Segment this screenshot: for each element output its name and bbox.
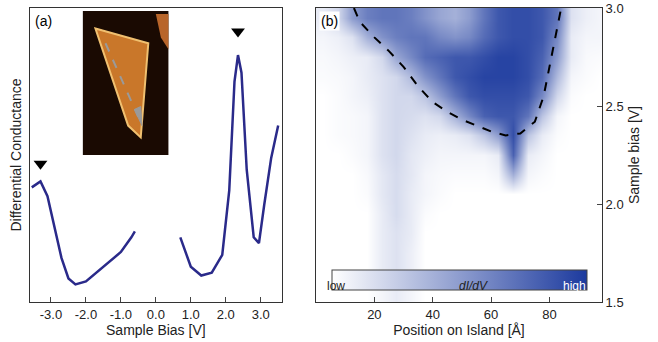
svg-text:2.0: 2.0 (606, 197, 624, 212)
svg-text:0.0: 0.0 (147, 307, 165, 322)
svg-text:dI/dV: dI/dV (459, 279, 488, 293)
svg-text:Differential Conductance: Differential Conductance (8, 78, 24, 231)
svg-text:3.0: 3.0 (252, 307, 270, 322)
svg-text:2.5: 2.5 (606, 99, 624, 114)
svg-text:80: 80 (542, 307, 556, 322)
svg-text:(a): (a) (35, 13, 52, 29)
svg-text:-2.0: -2.0 (75, 307, 97, 322)
svg-text:1.5: 1.5 (606, 295, 624, 310)
svg-text:3.0: 3.0 (606, 1, 624, 16)
svg-text:low: low (327, 279, 345, 293)
svg-text:-1.0: -1.0 (110, 307, 132, 322)
svg-text:Sample bias [V]: Sample bias [V] (626, 106, 642, 204)
svg-text:1.0: 1.0 (182, 307, 200, 322)
svg-text:40: 40 (425, 307, 439, 322)
svg-text:20: 20 (367, 307, 381, 322)
svg-text:Position on Island [Å]: Position on Island [Å] (393, 322, 525, 338)
svg-text:-3.0: -3.0 (40, 307, 62, 322)
svg-text:60: 60 (484, 307, 498, 322)
svg-text:Sample Bias [V]: Sample Bias [V] (106, 322, 206, 338)
svg-text:(b): (b) (321, 13, 338, 29)
svg-text:high: high (563, 279, 586, 293)
svg-text:2.0: 2.0 (217, 307, 235, 322)
